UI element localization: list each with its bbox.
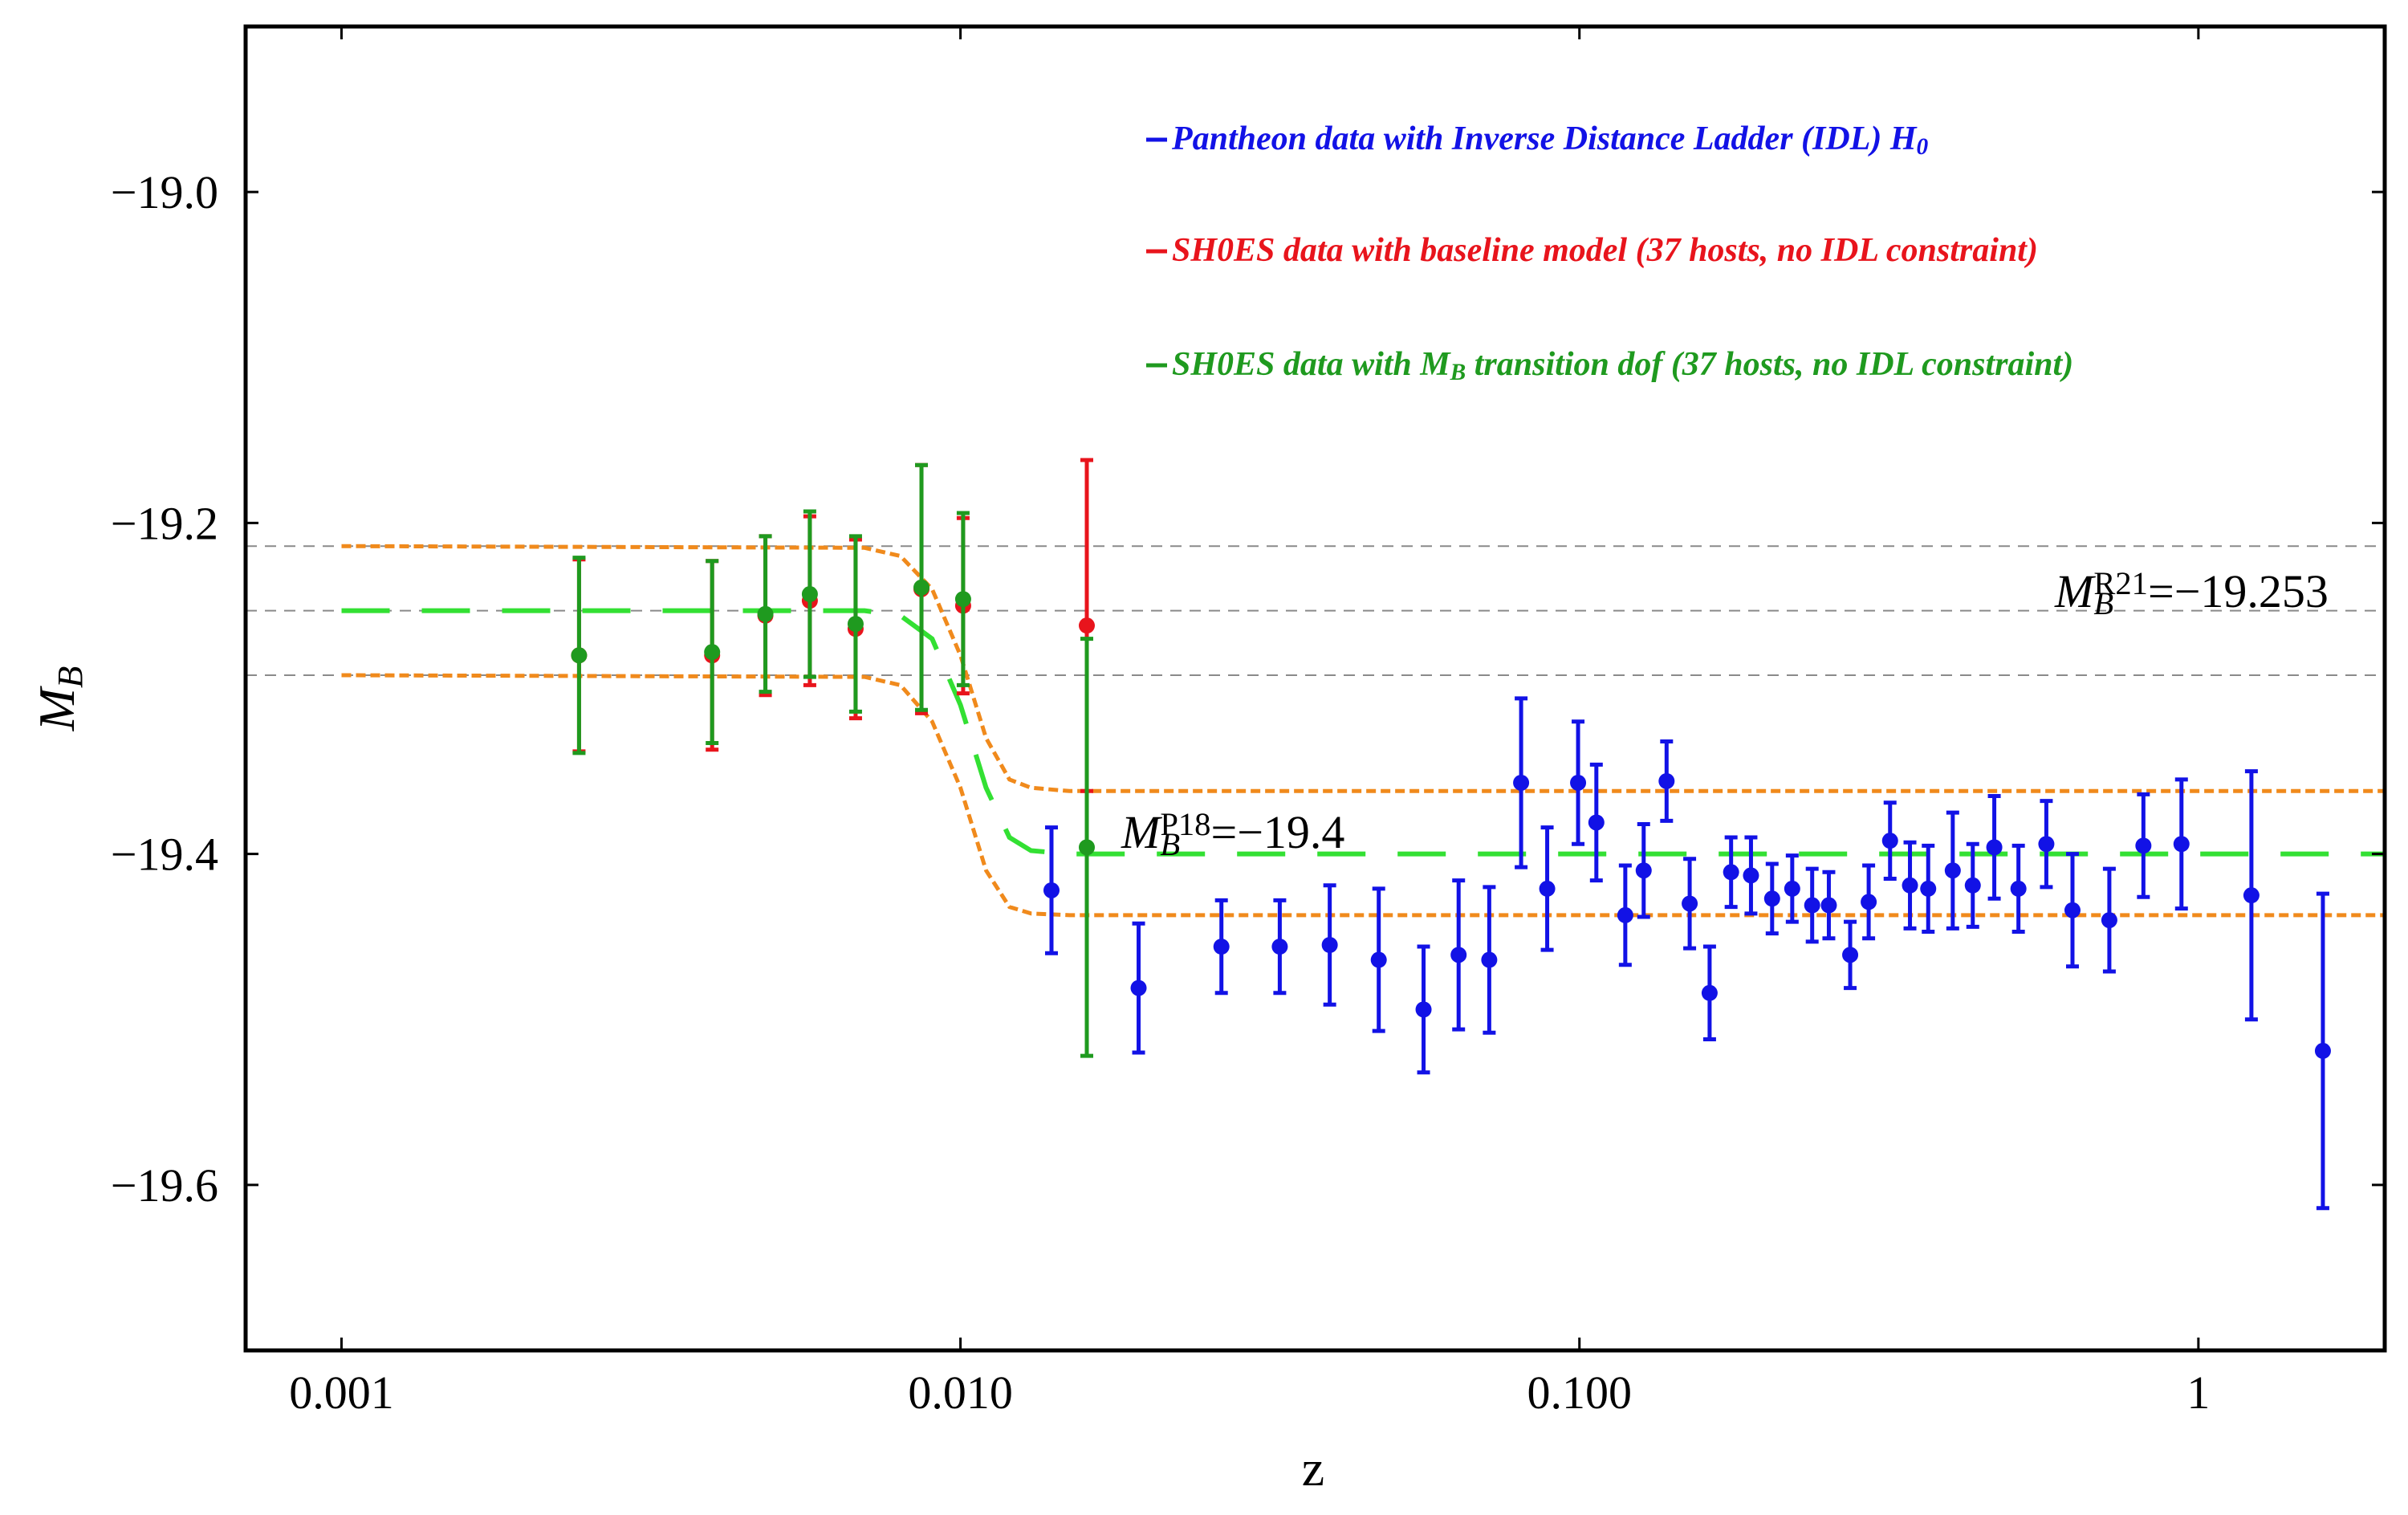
point (1635, 862, 1652, 879)
point (2064, 902, 2081, 918)
point (1078, 839, 1095, 856)
point (1964, 877, 1981, 894)
point (1213, 939, 1230, 955)
point (1743, 867, 1759, 884)
point (1570, 774, 1587, 791)
x-tick-label: 0.001 (289, 1366, 394, 1419)
point (2135, 837, 2152, 854)
annotation: MBR21=−19.253 (2054, 565, 2329, 621)
point (1130, 979, 1147, 996)
point (1784, 880, 1800, 897)
point (704, 644, 721, 661)
text-run: =−19.253 (2148, 565, 2329, 617)
point (2314, 1042, 2331, 1059)
y-tick-label: −19.0 (111, 166, 218, 218)
y-tick-label: −19.6 (111, 1159, 218, 1212)
point (1415, 1001, 1432, 1018)
text-run: M (28, 685, 85, 731)
annotation: MBP18=−19.4 (1121, 806, 1344, 862)
point (913, 579, 930, 596)
point (1701, 984, 1718, 1001)
point (1820, 897, 1837, 914)
point (1539, 880, 1556, 897)
legend-entry: Pantheon data with Inverse Distance Ladd… (1171, 120, 1929, 160)
point (1588, 814, 1605, 831)
x-tick-label: 0.100 (1527, 1366, 1632, 1419)
text-run: B (50, 666, 90, 688)
point (2243, 887, 2260, 904)
text-run: 0 (1917, 134, 1929, 160)
point (1370, 951, 1387, 968)
text-run: B (1450, 360, 1466, 385)
point (1271, 939, 1288, 955)
text-run: transition dof (37 hosts, no IDL constra… (1466, 346, 2073, 383)
point (1902, 877, 1918, 894)
point (2101, 912, 2117, 929)
text-run: SH0ES data with baseline model (37 hosts… (1172, 232, 2038, 269)
point (1617, 906, 1633, 923)
text-run: M (1419, 346, 1451, 383)
text-run: B (1160, 826, 1180, 862)
plot-frame (243, 24, 2387, 1353)
point (1723, 864, 1739, 881)
point (757, 605, 774, 622)
legend-entry: SH0ES data with MB transition dof (37 ho… (1172, 346, 2073, 385)
point (1986, 839, 2003, 856)
model-curve (341, 673, 2385, 918)
point (1658, 772, 1675, 789)
point (1682, 895, 1698, 912)
legend-entry: SH0ES data with baseline model (37 hosts… (1172, 232, 2038, 269)
text-run: M (1121, 806, 1162, 858)
point (1881, 833, 1898, 849)
point (1861, 894, 1877, 910)
point (847, 616, 864, 633)
text-run: SH0ES data with (1172, 346, 1420, 383)
point (954, 591, 971, 608)
y-tick-label: −19.2 (111, 497, 218, 549)
x-axis-label: z (1302, 1440, 1324, 1497)
point (1920, 880, 1937, 897)
point (1513, 774, 1530, 791)
point (571, 647, 588, 664)
text-run: z (1302, 1440, 1324, 1497)
point (1321, 936, 1338, 953)
y-axis-label: MB (28, 666, 90, 732)
point (1804, 897, 1820, 914)
y-tick-label: −19.4 (111, 829, 218, 881)
x-tick-label: 1 (2186, 1366, 2210, 1419)
text-run: R21 (2093, 565, 2148, 601)
model-curve (341, 544, 2385, 793)
text-run: P18 (1160, 806, 1210, 842)
point (1043, 882, 1060, 898)
point (2010, 880, 2027, 897)
text-run: M (2054, 565, 2096, 617)
point (1842, 947, 1859, 963)
text-run: Pantheon data with Inverse Distance Ladd… (1171, 120, 1918, 157)
point (1944, 862, 1961, 879)
series-2 (571, 462, 1095, 1058)
series-0 (1043, 696, 2331, 1211)
point (1763, 890, 1780, 907)
text-run: =−19.4 (1210, 806, 1344, 858)
point (2038, 836, 2055, 853)
point (801, 586, 818, 603)
point (1450, 947, 1467, 963)
text-run: B (2093, 585, 2113, 621)
point (1481, 951, 1498, 968)
point (1078, 617, 1095, 634)
x-tick-label: 0.010 (908, 1366, 1013, 1419)
point (2173, 836, 2190, 853)
